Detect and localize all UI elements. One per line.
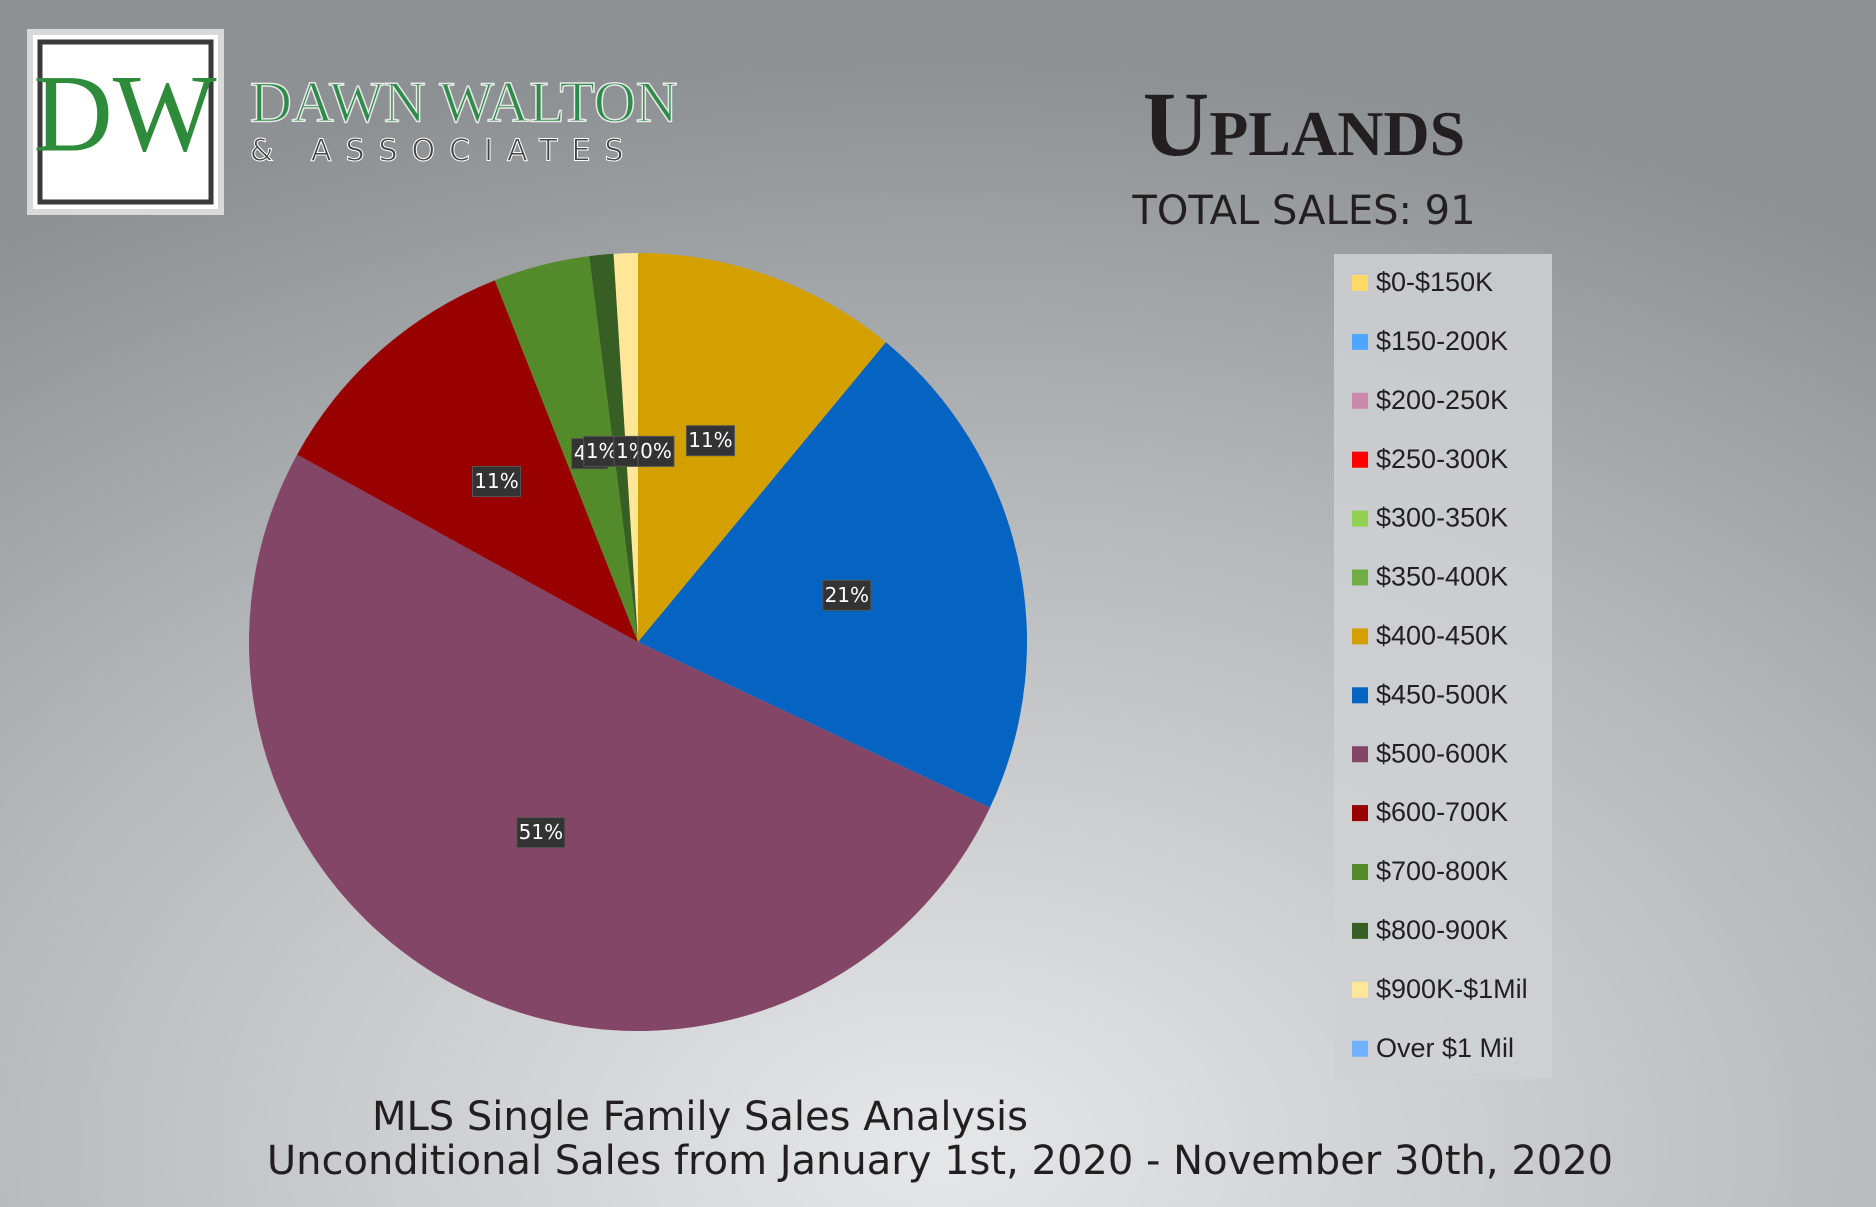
logo-tagline: & ASSOCIATES bbox=[250, 134, 637, 169]
data-label-box bbox=[822, 579, 872, 611]
legend-swatch bbox=[1352, 275, 1368, 291]
data-label-text: 21% bbox=[825, 583, 869, 607]
logo-box bbox=[27, 29, 224, 215]
legend-label: $350-400K bbox=[1376, 562, 1508, 592]
legend-label: $400-450K bbox=[1376, 621, 1508, 651]
data-label-box bbox=[637, 435, 675, 467]
legend-label: $150-200K bbox=[1376, 326, 1508, 356]
legend-label: $900K-$1Mil bbox=[1376, 974, 1528, 1004]
legend-label: $200-250K bbox=[1376, 385, 1508, 415]
legend-label: $600-700K bbox=[1376, 797, 1508, 827]
legend-swatch bbox=[1352, 392, 1368, 409]
logo-monogram: DW bbox=[33, 52, 216, 174]
legend-label: $250-300K bbox=[1376, 444, 1508, 474]
legend-swatch bbox=[1352, 981, 1368, 998]
legend-swatch bbox=[1352, 746, 1368, 763]
footer-line: Unconditional Sales from January 1st, 20… bbox=[267, 1138, 1613, 1184]
data-label-text: 11% bbox=[474, 469, 518, 493]
legend-label: $0-$150K bbox=[1376, 267, 1493, 297]
pie-slice bbox=[494, 256, 638, 642]
data-label-box bbox=[685, 425, 735, 457]
legend-swatch bbox=[1352, 333, 1368, 350]
footer-line: MLS Single Family Sales Analysis bbox=[372, 1094, 1028, 1140]
legend-swatch bbox=[1352, 1040, 1368, 1057]
data-label-text: 0% bbox=[640, 439, 672, 463]
legend-label: $300-350K bbox=[1376, 503, 1508, 533]
logo-name: DAWN WALTON bbox=[250, 69, 678, 134]
data-label: 21% bbox=[822, 579, 872, 611]
pie-slice bbox=[249, 454, 990, 1031]
data-label-text: 1% bbox=[586, 439, 618, 463]
data-label-text: 51% bbox=[519, 820, 563, 844]
legend-swatch bbox=[1352, 451, 1368, 468]
legend-swatch bbox=[1352, 922, 1368, 939]
data-label: 11% bbox=[472, 466, 522, 498]
legend-swatch bbox=[1352, 628, 1368, 645]
chart-title: Uplands bbox=[1143, 73, 1465, 175]
logo-frame bbox=[37, 39, 214, 205]
data-label: 51% bbox=[516, 817, 566, 849]
legend-box bbox=[1334, 254, 1552, 1079]
legend-swatch bbox=[1352, 569, 1368, 586]
legend-swatch bbox=[1352, 805, 1368, 822]
data-label: 0% bbox=[637, 435, 675, 467]
legend-label: $450-500K bbox=[1376, 679, 1508, 709]
pie-slice bbox=[638, 342, 1027, 808]
data-label-text: 11% bbox=[688, 428, 732, 452]
data-label-box bbox=[472, 466, 522, 498]
legend-label: $500-600K bbox=[1376, 738, 1508, 768]
pie-slice bbox=[638, 253, 886, 642]
chart-subtitle: TOTAL SALES: 91 bbox=[1131, 188, 1475, 234]
legend-label: Over $1 Mil bbox=[1376, 1033, 1514, 1063]
legend-label: $800-900K bbox=[1376, 915, 1508, 945]
logo: DW DAWN WALTON & ASSOCIATES bbox=[27, 29, 678, 215]
legend-swatch bbox=[1352, 687, 1368, 704]
data-label-box bbox=[516, 817, 566, 849]
legend-swatch bbox=[1352, 510, 1368, 527]
pie-slice bbox=[297, 280, 638, 642]
legend-swatch bbox=[1352, 864, 1368, 880]
data-label: 11% bbox=[685, 425, 735, 457]
legend-label: $700-800K bbox=[1376, 856, 1508, 886]
